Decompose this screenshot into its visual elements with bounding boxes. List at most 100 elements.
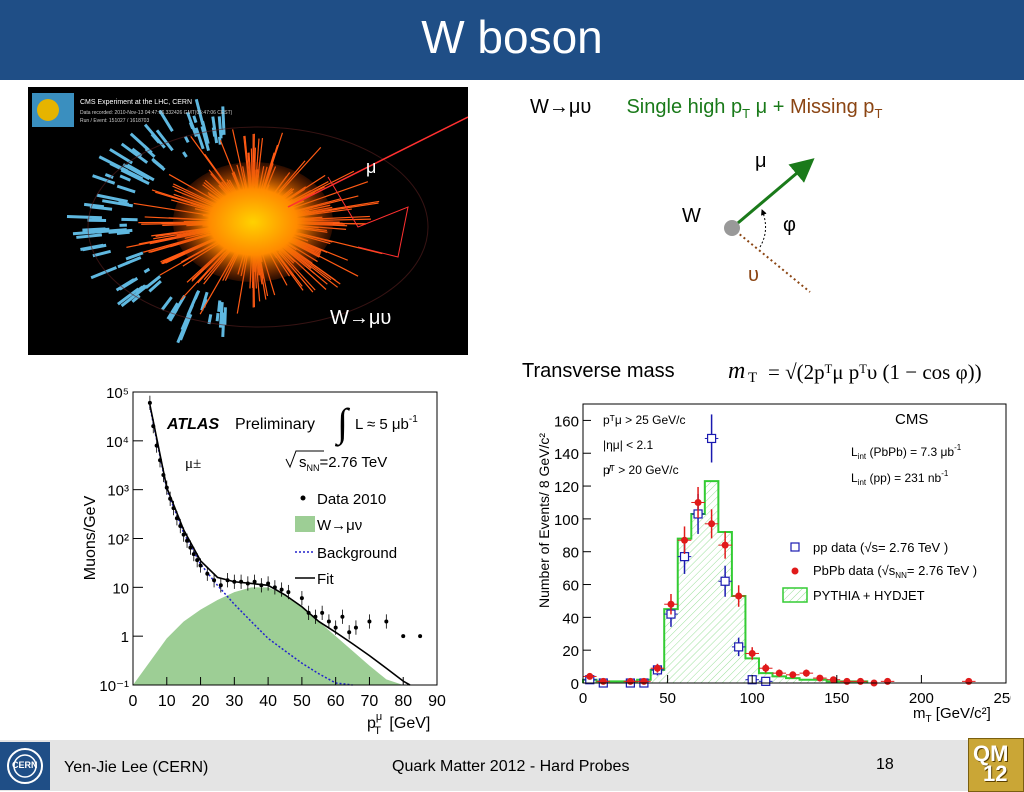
formula-m-sub: T (748, 370, 757, 387)
cms-label: CMS (895, 411, 928, 428)
diagram-phi-label: φ (783, 214, 796, 237)
pbpb-point (654, 665, 661, 672)
data-point (226, 578, 230, 582)
data-point (205, 572, 209, 576)
pbpb-point (776, 670, 783, 677)
y-tick-label: 20 (562, 643, 579, 660)
x-tick-label: 250 (993, 690, 1011, 707)
y-tick-label: 120 (554, 479, 579, 496)
calo-tower (109, 230, 133, 232)
cern-logo-text: CERN (12, 760, 38, 770)
data-point (273, 585, 277, 589)
legend-fit-label: Fit (317, 571, 334, 588)
pbpb-point (735, 593, 742, 600)
pp-point (708, 434, 716, 442)
data-point (212, 578, 216, 582)
data-point (320, 611, 324, 615)
data-point (347, 630, 351, 634)
qm12-logo: QM 12 (968, 738, 1024, 792)
formula-rhs: = √(2pᵀμ pᵀυ (1 − cos φ)) (768, 360, 982, 385)
pbpb-point (857, 678, 864, 685)
pbpb-point (627, 678, 634, 685)
y-tick-label: 10⁴ (106, 434, 129, 451)
pbpb-point (600, 678, 607, 685)
event-w-label: W→μυ (330, 307, 391, 330)
legend-signal-label: W→μν (317, 517, 362, 534)
data-point (239, 580, 243, 584)
x-tick-label: 40 (259, 693, 277, 710)
pp-point (721, 577, 729, 585)
y-tick-label: 10 (112, 580, 129, 597)
data-point (266, 581, 270, 585)
data-point (313, 615, 317, 619)
pbpb-point (681, 537, 688, 544)
pbpb-point (640, 678, 647, 685)
cut-label: p̸ᵀ > 20 GeV/c (603, 463, 679, 477)
data-point (307, 611, 311, 615)
x-tick-label: 0 (579, 690, 587, 707)
pbpb-point (749, 650, 756, 657)
y-axis-label: Muons/GeV (82, 495, 99, 580)
data-point (334, 626, 338, 630)
x-axis-label: mT [GeV/c²] (913, 705, 991, 723)
data-point (178, 524, 182, 528)
cms-chart: 050100150200250020406080100120140160Numb… (533, 398, 1011, 723)
data-point (259, 583, 263, 587)
y-tick-label: 160 (554, 413, 579, 430)
data-point (192, 552, 196, 556)
y-tick-label: 10² (107, 532, 129, 549)
event-display: CMS Experiment at the LHC, CERN Data rec… (28, 87, 468, 355)
data-point (280, 588, 284, 592)
event-muon-label: μ (366, 157, 376, 178)
calo-tower (82, 229, 105, 230)
x-tick-label: 90 (428, 693, 446, 710)
pbpb-point (789, 671, 796, 678)
diagram-mu-label: μ (755, 150, 767, 173)
y-tick-label: 10³ (107, 483, 129, 500)
cut-label: pᵀμ > 25 GeV/c (603, 413, 685, 427)
data-point (151, 424, 155, 428)
y-tick-label: 10⁻¹ (99, 678, 129, 695)
pbpb-point (708, 520, 715, 527)
pbpb-point (843, 678, 850, 685)
legend-pbpb-label: PbPb data (√sNN= 2.76 TeV ) (813, 563, 977, 580)
data-point (232, 580, 236, 584)
data-point (172, 506, 176, 510)
transverse-mass-formula: m T = √(2pᵀμ pᵀυ (1 − cos φ)) (722, 350, 1012, 394)
data-point (354, 626, 358, 630)
decay-label: W→μυ (530, 96, 591, 118)
decay-signature: W→μυ Single high pT μ + Missing pT (530, 96, 882, 121)
lumi-pp: Lint (pp) = 231 nb-1 (851, 469, 949, 487)
w-vertex (724, 220, 740, 236)
legend-data-label: Data 2010 (317, 491, 386, 508)
legend-mc-swatch (783, 588, 807, 602)
pbpb-point (586, 673, 593, 680)
x-tick-label: 70 (361, 693, 379, 710)
y-tick-label: 1 (121, 629, 129, 646)
y-tick-label: 80 (562, 545, 579, 562)
atlas-label: ATLAS (166, 416, 219, 433)
lumi-label: L ≈ 5 μb-1 (355, 414, 418, 433)
legend-signal-swatch (295, 516, 315, 532)
pbpb-point (965, 678, 972, 685)
x-tick-label: 60 (327, 693, 345, 710)
pbpb-point (722, 542, 729, 549)
x-tick-label: 80 (394, 693, 412, 710)
pbpb-point (884, 678, 891, 685)
cut-label: |ημ| < 2.1 (603, 438, 654, 452)
data-point (168, 497, 172, 501)
pp-point (735, 643, 743, 651)
y-tick-label: 10⁵ (106, 385, 129, 402)
calo-tower (217, 313, 218, 321)
slide-title: W boson (0, 10, 1024, 64)
signal-fill (133, 587, 403, 685)
data-point (327, 619, 331, 623)
x-tick-label: 0 (129, 693, 138, 710)
data-point (300, 596, 304, 600)
data-point (340, 615, 344, 619)
data-point (384, 619, 388, 623)
data-point (188, 546, 192, 550)
formula-m: m (728, 358, 745, 385)
event-info-1: Data recorded: 2010-Nov-13 04:47:06.3324… (80, 110, 232, 116)
